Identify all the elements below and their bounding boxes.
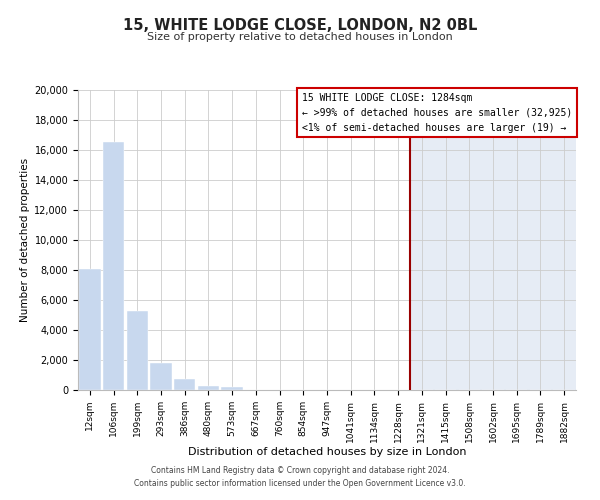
Bar <box>79 268 101 390</box>
Bar <box>103 142 124 390</box>
Bar <box>151 363 172 390</box>
Bar <box>410 90 576 390</box>
Bar <box>221 387 243 390</box>
Bar <box>127 310 148 390</box>
Text: 15 WHITE LODGE CLOSE: 1284sqm
← >99% of detached houses are smaller (32,925)
<1%: 15 WHITE LODGE CLOSE: 1284sqm ← >99% of … <box>302 93 572 132</box>
Text: Contains HM Land Registry data © Crown copyright and database right 2024.
Contai: Contains HM Land Registry data © Crown c… <box>134 466 466 487</box>
X-axis label: Distribution of detached houses by size in London: Distribution of detached houses by size … <box>188 448 466 458</box>
Bar <box>198 386 219 390</box>
Bar <box>174 379 196 390</box>
Text: Size of property relative to detached houses in London: Size of property relative to detached ho… <box>147 32 453 42</box>
Y-axis label: Number of detached properties: Number of detached properties <box>20 158 30 322</box>
Text: 15, WHITE LODGE CLOSE, LONDON, N2 0BL: 15, WHITE LODGE CLOSE, LONDON, N2 0BL <box>123 18 477 32</box>
